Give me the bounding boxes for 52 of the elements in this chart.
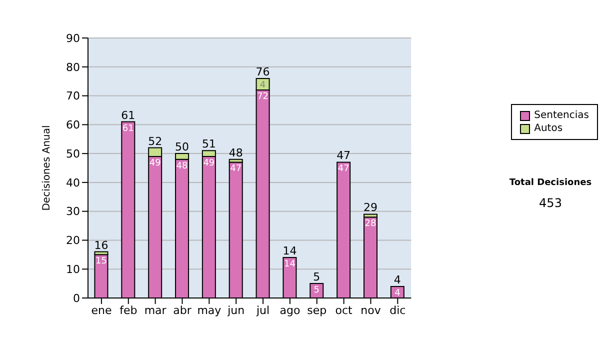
y-tick-label: 60 bbox=[66, 118, 80, 132]
total-label: 16 bbox=[94, 238, 108, 252]
x-tick-label: nov bbox=[360, 304, 382, 317]
y-tick-label: 20 bbox=[66, 234, 80, 248]
data-label: 72 bbox=[257, 92, 269, 102]
data-label: 14 bbox=[284, 260, 296, 270]
y-tick-label: 80 bbox=[66, 60, 80, 74]
total-label: 50 bbox=[175, 140, 190, 154]
y-tick-label: 70 bbox=[66, 90, 80, 103]
data-label: 47 bbox=[230, 164, 242, 174]
data-label: 4 bbox=[394, 288, 401, 298]
text: 453 bbox=[538, 196, 563, 210]
x-tick-label: may bbox=[197, 304, 222, 317]
x-tick-label: ene bbox=[91, 304, 112, 317]
x-tick-label: abr bbox=[173, 304, 192, 317]
x-tick-label: jun bbox=[226, 304, 245, 317]
data-label: 5 bbox=[314, 286, 320, 296]
data-label: 28 bbox=[364, 219, 376, 230]
data-label: 4 bbox=[260, 80, 266, 90]
data-label: 48 bbox=[176, 161, 188, 172]
x-tick-label: oct bbox=[335, 304, 354, 317]
total-label: 52 bbox=[148, 134, 162, 148]
x-tick-label: dic bbox=[390, 304, 406, 317]
y-tick-label: 40 bbox=[66, 176, 80, 190]
total-label: 29 bbox=[364, 201, 378, 214]
y-tick-label: 0 bbox=[73, 292, 80, 305]
total-label: 76 bbox=[256, 65, 270, 78]
y-tick-label: 90 bbox=[66, 32, 80, 45]
text: Total Decisiones bbox=[508, 178, 593, 188]
x-tick-label: mar bbox=[144, 304, 167, 317]
total-label: 4 bbox=[394, 273, 401, 286]
total-label: 48 bbox=[228, 146, 243, 160]
data-label: 61 bbox=[122, 124, 134, 134]
total-label: 61 bbox=[121, 108, 136, 122]
total-label: 47 bbox=[336, 149, 351, 162]
y-tick-label: 10 bbox=[66, 263, 80, 276]
legend-label: Sentencias bbox=[534, 109, 589, 122]
y-tick-label: 30 bbox=[66, 205, 80, 218]
x-tick-label: ago bbox=[280, 304, 300, 317]
y-axis-title: Decisiones Anual bbox=[42, 125, 53, 211]
data-label: 47 bbox=[338, 164, 350, 174]
data-label: 49 bbox=[149, 158, 162, 168]
data-label: 15 bbox=[96, 256, 107, 267]
total-label: 51 bbox=[202, 138, 216, 151]
y-tick-label: 50 bbox=[66, 147, 80, 160]
total-label: 5 bbox=[313, 270, 320, 284]
data-label: 49 bbox=[203, 158, 215, 168]
legend-label: Autos bbox=[534, 122, 563, 135]
total-label: 14 bbox=[282, 244, 297, 258]
x-tick-label: sep bbox=[307, 304, 327, 317]
x-tick-label: feb bbox=[120, 304, 138, 317]
x-tick-label: jul bbox=[255, 304, 270, 317]
